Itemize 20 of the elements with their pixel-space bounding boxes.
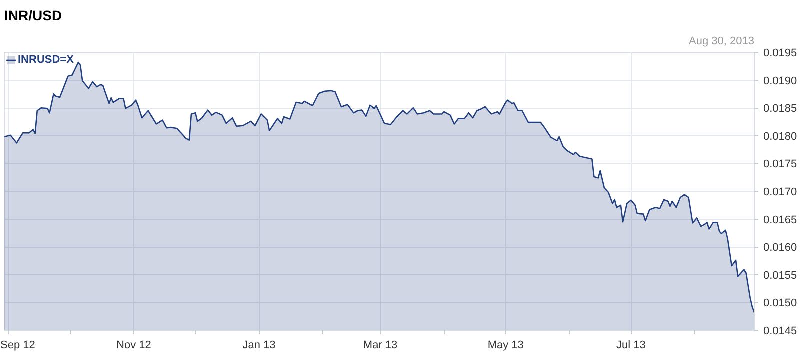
x-tick-label: Mar 13 [363,340,398,352]
y-tick-label: 0.0190 [764,75,798,88]
y-tick-label: 0.0145 [764,326,798,338]
text: Aug 30, 2013 [689,36,755,48]
y-tick-label: 0.0180 [764,130,798,143]
x-tick-label: Jul 13 [616,340,646,352]
x-tick-label: Nov 12 [116,340,152,352]
y-tick-label: 0.0160 [764,242,798,254]
y-tick-label: 0.0150 [764,298,798,310]
x-tick-label: Sep 12 [0,340,36,352]
x-tick-label: May 13 [488,340,524,352]
x-tick-label: Jan 13 [242,340,276,352]
y-tick-label: 0.0170 [764,186,798,198]
y-tick-label: 0.0165 [764,214,798,226]
y-tick-label: 0.0155 [764,270,798,282]
chart-title: INR/USD [4,8,62,24]
y-tick-label: 0.0185 [764,103,798,116]
legend-label: INRUSD=X [18,54,74,66]
y-tick-label: 0.0195 [764,48,798,60]
y-tick-label: 0.0175 [764,158,798,171]
